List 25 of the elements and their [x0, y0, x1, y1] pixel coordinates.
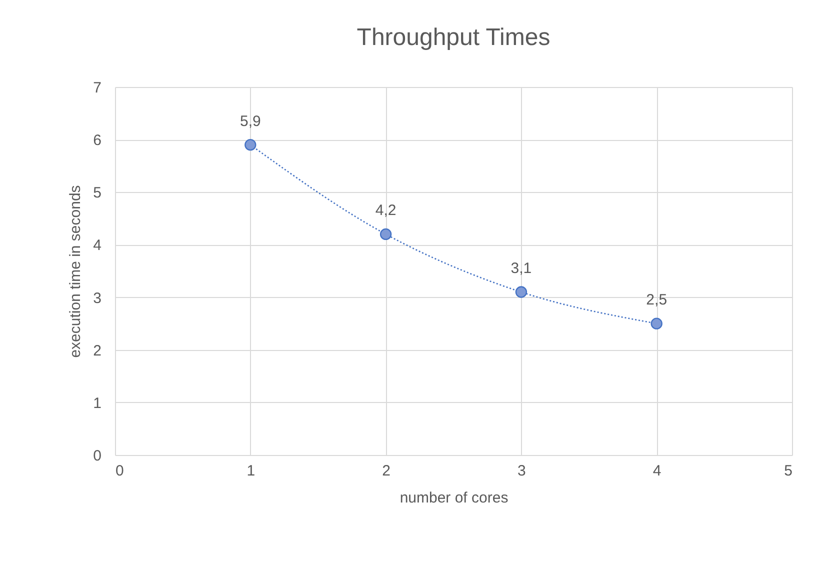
x-tick-label: 2 [382, 462, 390, 480]
point [515, 286, 528, 298]
data-label: 3,1 [510, 260, 532, 278]
y-tick-label: 6 [93, 132, 102, 150]
point [244, 138, 256, 151]
chart-title: Throughput Times [356, 24, 550, 51]
x-tick-label: 4 [652, 462, 662, 480]
y-tick-label: 7 [93, 80, 102, 96]
data-label: 5,9 [240, 112, 261, 130]
data-label: 4,2 [375, 202, 396, 220]
x-tick-label: 1 [246, 462, 256, 480]
x-tick-label: 0 [116, 462, 124, 480]
y-tick-label: 0 [93, 448, 102, 464]
y-axis-title: execution time in seconds [67, 185, 84, 358]
y-tick-label: 2 [93, 342, 102, 360]
point [380, 228, 392, 240]
point [650, 318, 662, 330]
x-tick-label: 3 [518, 462, 526, 480]
x-axis-title: number of cores [400, 490, 508, 506]
x-tick-label: 5 [784, 462, 792, 480]
y-tick-label: 1 [93, 394, 102, 412]
y-tick-label: 4 [93, 237, 102, 254]
data-label: 2,5 [646, 292, 668, 309]
y-tick-label: 5 [93, 184, 102, 202]
y-tick-label: 3 [93, 290, 102, 307]
